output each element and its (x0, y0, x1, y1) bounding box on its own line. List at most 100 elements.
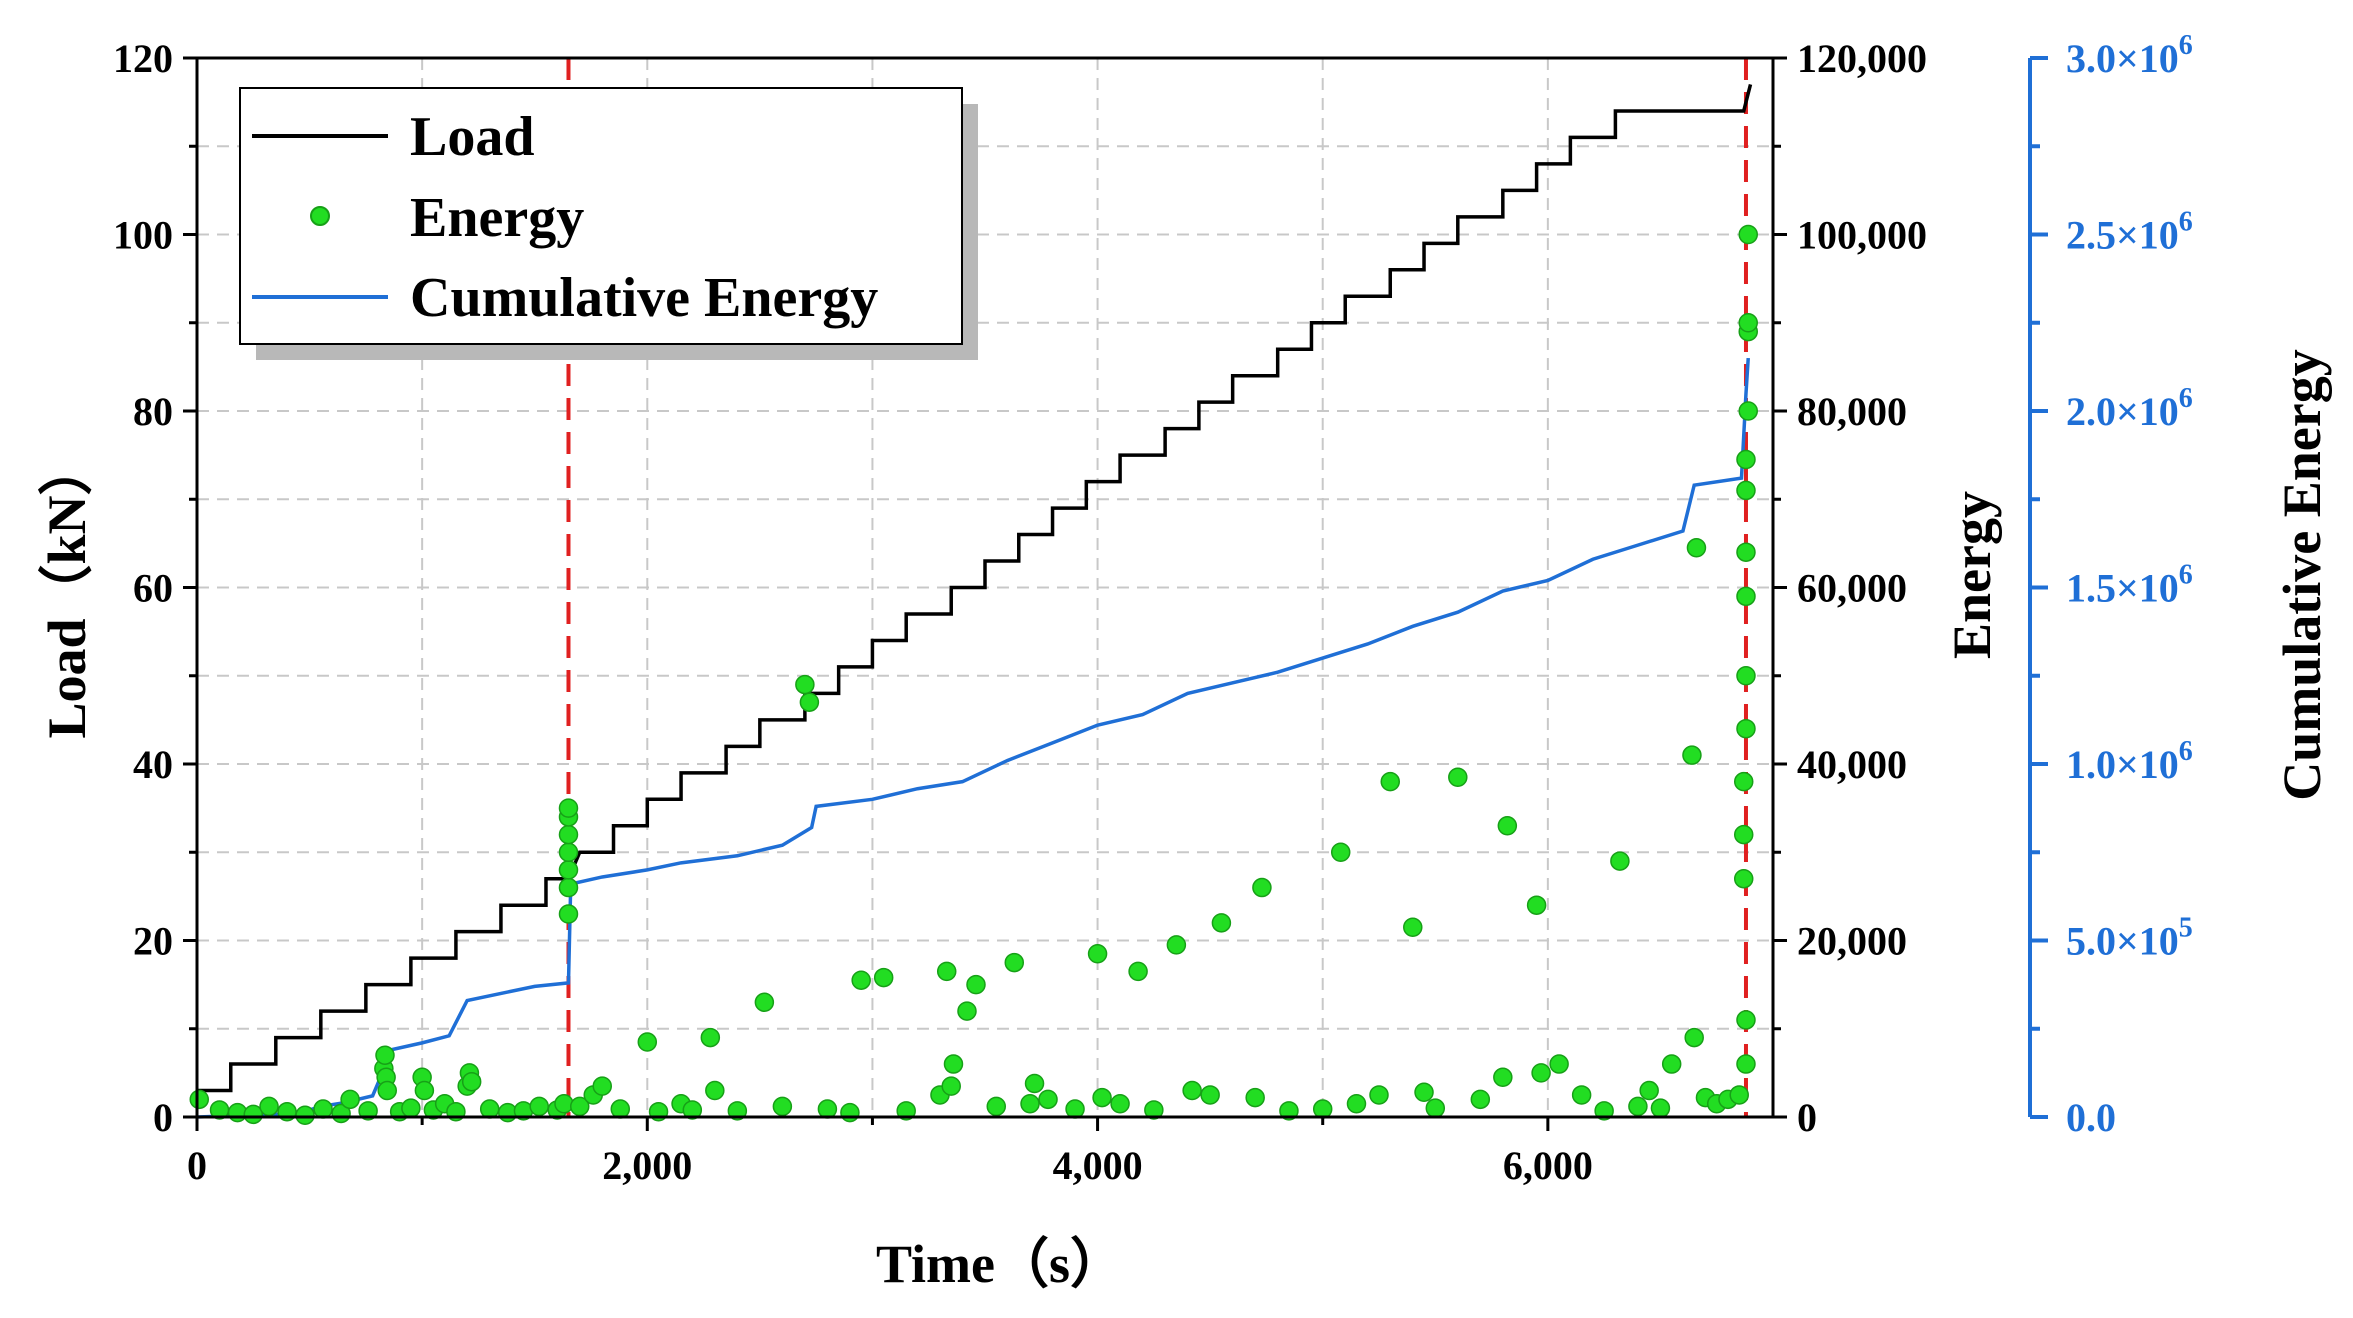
energy-point (1526, 895, 1547, 915)
energy-point (1380, 771, 1401, 792)
energy-point (1686, 538, 1707, 558)
energy-point (558, 842, 579, 862)
energy-point (1092, 1087, 1112, 1108)
energy-point (727, 1101, 748, 1121)
x-tick-label: 6,000 (1503, 1143, 1593, 1188)
energy-point (966, 974, 986, 995)
energy-point (840, 1102, 860, 1123)
energy-point (558, 798, 579, 818)
energy-point (1682, 745, 1702, 765)
energy-point (340, 1089, 360, 1110)
series-load (197, 84, 1753, 1093)
left-tick-label: 120 (113, 36, 173, 81)
energy-point (1684, 1027, 1704, 1048)
energy-point (1738, 224, 1758, 245)
energy-point (461, 1071, 482, 1092)
energy-point (1024, 1073, 1045, 1094)
energy-point (1493, 1067, 1513, 1088)
energy-point (479, 1099, 500, 1119)
energy-point (1549, 1054, 1569, 1074)
energy-point (1594, 1101, 1614, 1121)
energy-point (1736, 449, 1756, 470)
energy-point (1650, 1098, 1671, 1118)
energy-point (1038, 1089, 1058, 1110)
energy-point (896, 1101, 916, 1121)
cumulative-axis-title: Cumulative Energy (2272, 349, 2332, 801)
energy-point (700, 1027, 721, 1048)
energy-tick-label: 120,000 (1797, 36, 1927, 81)
energy-point (851, 970, 871, 990)
energy-point (1004, 952, 1025, 973)
energy-point (1369, 1085, 1389, 1105)
energy-point (1448, 767, 1468, 787)
energy-point (1346, 1094, 1367, 1114)
series-cumulative-energy (196, 357, 1750, 1119)
load-line (197, 84, 1753, 1093)
energy-point (1733, 771, 1754, 792)
cumulative-tick-label: 0.0 (2066, 1095, 2116, 1140)
legend-box (239, 87, 963, 345)
energy-point (295, 1105, 315, 1125)
left-tick-label: 60 (133, 566, 173, 611)
left-tick-label: 80 (133, 389, 173, 434)
legend: Load Energy Cumulative Energy (239, 87, 978, 360)
energy-axis-title: Energy (1942, 491, 2002, 659)
legend-energy-label: Energy (410, 187, 584, 249)
energy-point (1729, 1085, 1749, 1105)
energy-point (554, 1094, 574, 1114)
energy-point (414, 1080, 435, 1101)
energy-point (558, 904, 579, 924)
energy-tick-label: 100,000 (1797, 213, 1927, 258)
energy-point (1736, 718, 1756, 739)
energy-point (1128, 961, 1148, 982)
energy-point (1571, 1085, 1592, 1105)
energy-tick-label: 40,000 (1797, 742, 1907, 787)
cumulative-tick-label: 3.0×106 (2066, 30, 2193, 81)
energy-point (1211, 913, 1232, 933)
energy-point (358, 1101, 378, 1121)
energy-point (1245, 1087, 1265, 1108)
energy-point (1065, 1099, 1085, 1119)
energy-tick-label: 60,000 (1797, 566, 1907, 611)
energy-point (243, 1104, 264, 1125)
energy-point (1736, 480, 1756, 501)
energy-point (943, 1054, 964, 1074)
energy-point (1020, 1094, 1040, 1114)
energy-point (795, 674, 815, 695)
left-tick-label: 20 (133, 919, 173, 964)
energy-point (1200, 1085, 1220, 1105)
energy-point (936, 961, 957, 982)
energy-point (1414, 1082, 1434, 1103)
left-tick-label: 100 (113, 213, 173, 258)
energy-point (1497, 816, 1518, 836)
energy-point (558, 860, 579, 880)
energy-point (1738, 313, 1758, 333)
left-tick-label: 0 (153, 1095, 173, 1140)
cumulative-tick-exponent: 6 (2179, 383, 2193, 414)
axes (183, 56, 2048, 1131)
energy-point (1279, 1101, 1299, 1121)
x-tick-label: 2,000 (602, 1143, 692, 1188)
energy-point (1628, 1096, 1648, 1117)
cumulative-energy-line (196, 357, 1750, 1119)
energy-point (1736, 1010, 1756, 1030)
cumulative-tick-exponent: 6 (2179, 30, 2193, 61)
energy-point (1182, 1080, 1202, 1101)
energy-point (1610, 851, 1630, 871)
x-axis-title: Time（s） (876, 1234, 1124, 1294)
energy-point (799, 692, 820, 712)
energy-point (682, 1100, 703, 1120)
energy-point (1736, 542, 1756, 562)
energy-point (1110, 1094, 1130, 1114)
energy-point (569, 1096, 590, 1117)
legend-energy-swatch (310, 206, 330, 226)
x-tick-label: 4,000 (1053, 1143, 1143, 1188)
energy-point (1087, 943, 1108, 964)
cumulative-tick-label: 2.0×106 (2066, 383, 2193, 434)
cumulative-tick-exponent: 6 (2179, 736, 2193, 767)
energy-point (558, 877, 579, 898)
energy-point (1736, 586, 1756, 607)
left-axis-title: Load（kN） (37, 441, 97, 738)
energy-point (1252, 877, 1272, 898)
